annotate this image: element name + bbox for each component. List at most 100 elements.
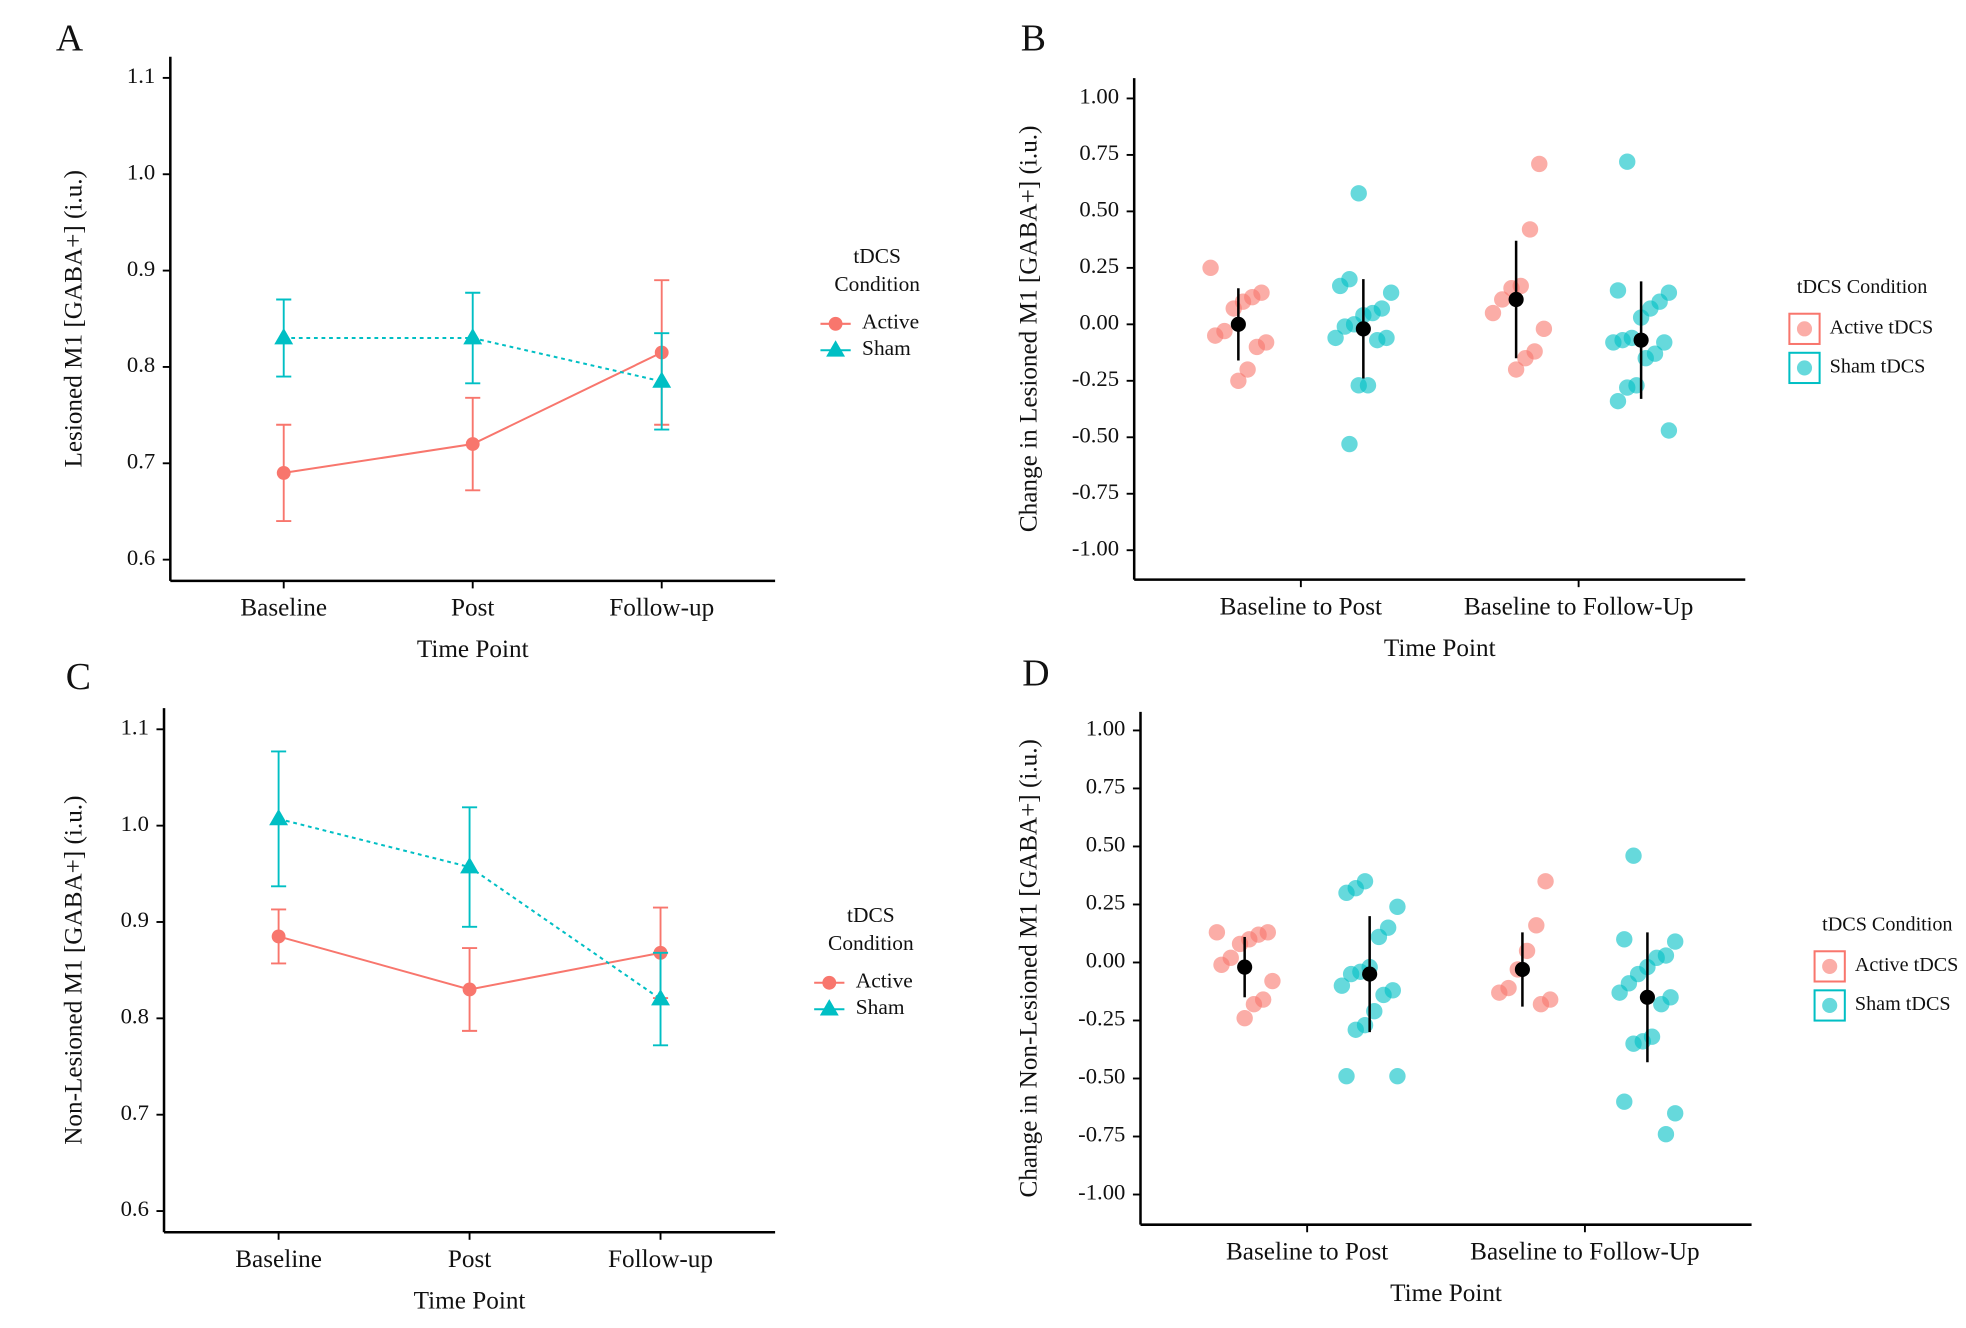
legend-key xyxy=(1788,351,1821,385)
y-tick-label: -0.25 xyxy=(1072,366,1119,391)
marker xyxy=(822,975,837,990)
data-point xyxy=(1202,259,1219,277)
data-point xyxy=(1245,996,1263,1013)
x-tick-label: Post xyxy=(448,1246,491,1273)
y-tick-label: 1.1 xyxy=(127,63,155,88)
y-tick-label: -0.50 xyxy=(1078,1064,1125,1089)
data-point xyxy=(1609,282,1627,299)
data-point xyxy=(1350,185,1367,202)
marker xyxy=(269,808,289,826)
mean-point xyxy=(1362,966,1378,982)
y-tick-label: 1.0 xyxy=(121,811,149,836)
marker xyxy=(465,437,480,451)
legend-key-point xyxy=(1822,958,1838,974)
y-tick-label: 1.00 xyxy=(1086,716,1126,741)
x-tick-label: Follow-up xyxy=(608,1246,713,1273)
marker xyxy=(651,988,670,1006)
data-point xyxy=(1667,1105,1684,1122)
panel-label: C xyxy=(66,656,91,698)
x-tick-label: Baseline xyxy=(235,1246,322,1273)
legend-title: tDCS xyxy=(847,903,895,927)
x-tick-label: Baseline to Post xyxy=(1220,593,1382,620)
legend-title: tDCS xyxy=(853,244,901,268)
data-point xyxy=(1327,329,1344,347)
data-point xyxy=(1653,996,1670,1013)
legend-key-point xyxy=(1796,321,1813,337)
data-point xyxy=(1657,1125,1675,1143)
x-tick-label: Baseline to Follow-Up xyxy=(1464,593,1693,620)
data-point xyxy=(1213,956,1230,973)
mean-point xyxy=(1633,332,1649,348)
x-axis-title: Time Point xyxy=(414,1288,526,1315)
data-point xyxy=(1625,847,1642,864)
data-point xyxy=(1341,435,1358,453)
legend-label: Active tDCS xyxy=(1855,954,1959,976)
y-tick-label: -0.75 xyxy=(1078,1122,1125,1147)
mean-point xyxy=(1639,989,1655,1005)
data-point xyxy=(1389,1067,1406,1085)
data-point xyxy=(1347,1021,1364,1038)
legend-key xyxy=(1813,950,1846,983)
x-axis-title: Time Point xyxy=(417,636,529,663)
x-tick-label: Post xyxy=(451,595,494,622)
marker xyxy=(819,999,839,1016)
legend-label: Active xyxy=(862,310,919,334)
y-tick-label: 0.75 xyxy=(1086,774,1126,799)
y-axis-title: Lesioned M1 [GABA+] (i.u.) xyxy=(61,170,88,468)
legend-title: Condition xyxy=(828,931,914,955)
y-tick-label: 0.7 xyxy=(121,1100,149,1125)
y-tick-label: -0.25 xyxy=(1078,1006,1125,1031)
data-point xyxy=(1338,884,1355,902)
data-point xyxy=(1660,422,1678,439)
y-axis-title: Change in Non-Lesioned M1 [GABA+] (i.u.) xyxy=(1016,739,1043,1197)
y-tick-label: -1.00 xyxy=(1078,1180,1125,1205)
marker xyxy=(652,371,672,388)
data-point xyxy=(1531,155,1548,173)
y-tick-label: -0.50 xyxy=(1072,422,1119,447)
data-point xyxy=(1336,318,1354,335)
y-tick-label: 1.00 xyxy=(1079,84,1119,109)
x-tick-label: Baseline to Follow-Up xyxy=(1470,1238,1699,1265)
legend-title: tDCS Condition xyxy=(1797,276,1927,298)
legend-title: Condition xyxy=(834,272,920,296)
marker xyxy=(828,316,843,331)
y-tick-label: -1.00 xyxy=(1072,535,1119,560)
data-point xyxy=(1208,924,1226,941)
data-point xyxy=(1619,379,1636,396)
data-point xyxy=(1616,931,1633,948)
y-tick-label: 0.25 xyxy=(1079,253,1119,278)
y-tick-label: 0.75 xyxy=(1079,140,1119,165)
data-point xyxy=(1667,933,1684,950)
data-point xyxy=(1609,392,1627,410)
legend-label: Sham xyxy=(862,336,911,360)
y-tick-label: 0.8 xyxy=(121,1004,149,1029)
data-point xyxy=(1207,327,1224,344)
data-point xyxy=(1656,334,1673,351)
data-point xyxy=(1625,1035,1642,1052)
y-tick-label: 0.25 xyxy=(1086,890,1126,915)
y-tick-label: 0.6 xyxy=(121,1196,149,1221)
y-tick-label: -0.75 xyxy=(1072,479,1119,504)
marker xyxy=(462,982,477,997)
data-point xyxy=(1491,984,1508,1001)
mean-point xyxy=(1514,961,1530,978)
x-tick-label: Follow-up xyxy=(609,595,714,622)
marker xyxy=(271,929,286,944)
data-point xyxy=(1369,331,1386,349)
mean-point xyxy=(1508,291,1524,308)
legend-label: Active xyxy=(856,969,913,993)
marker xyxy=(463,327,483,345)
legend-label: Sham xyxy=(856,995,905,1019)
data-point xyxy=(1239,361,1256,378)
y-tick-label: 0.8 xyxy=(127,352,155,377)
y-tick-label: 0.50 xyxy=(1086,832,1126,857)
data-point xyxy=(1236,1009,1253,1027)
mean-point xyxy=(1237,959,1253,975)
data-point xyxy=(1248,338,1266,356)
data-point xyxy=(1370,928,1388,946)
panel-label: A xyxy=(56,17,83,59)
data-point xyxy=(1507,361,1525,378)
data-point xyxy=(1537,873,1554,890)
y-tick-label: 0.50 xyxy=(1079,197,1119,222)
